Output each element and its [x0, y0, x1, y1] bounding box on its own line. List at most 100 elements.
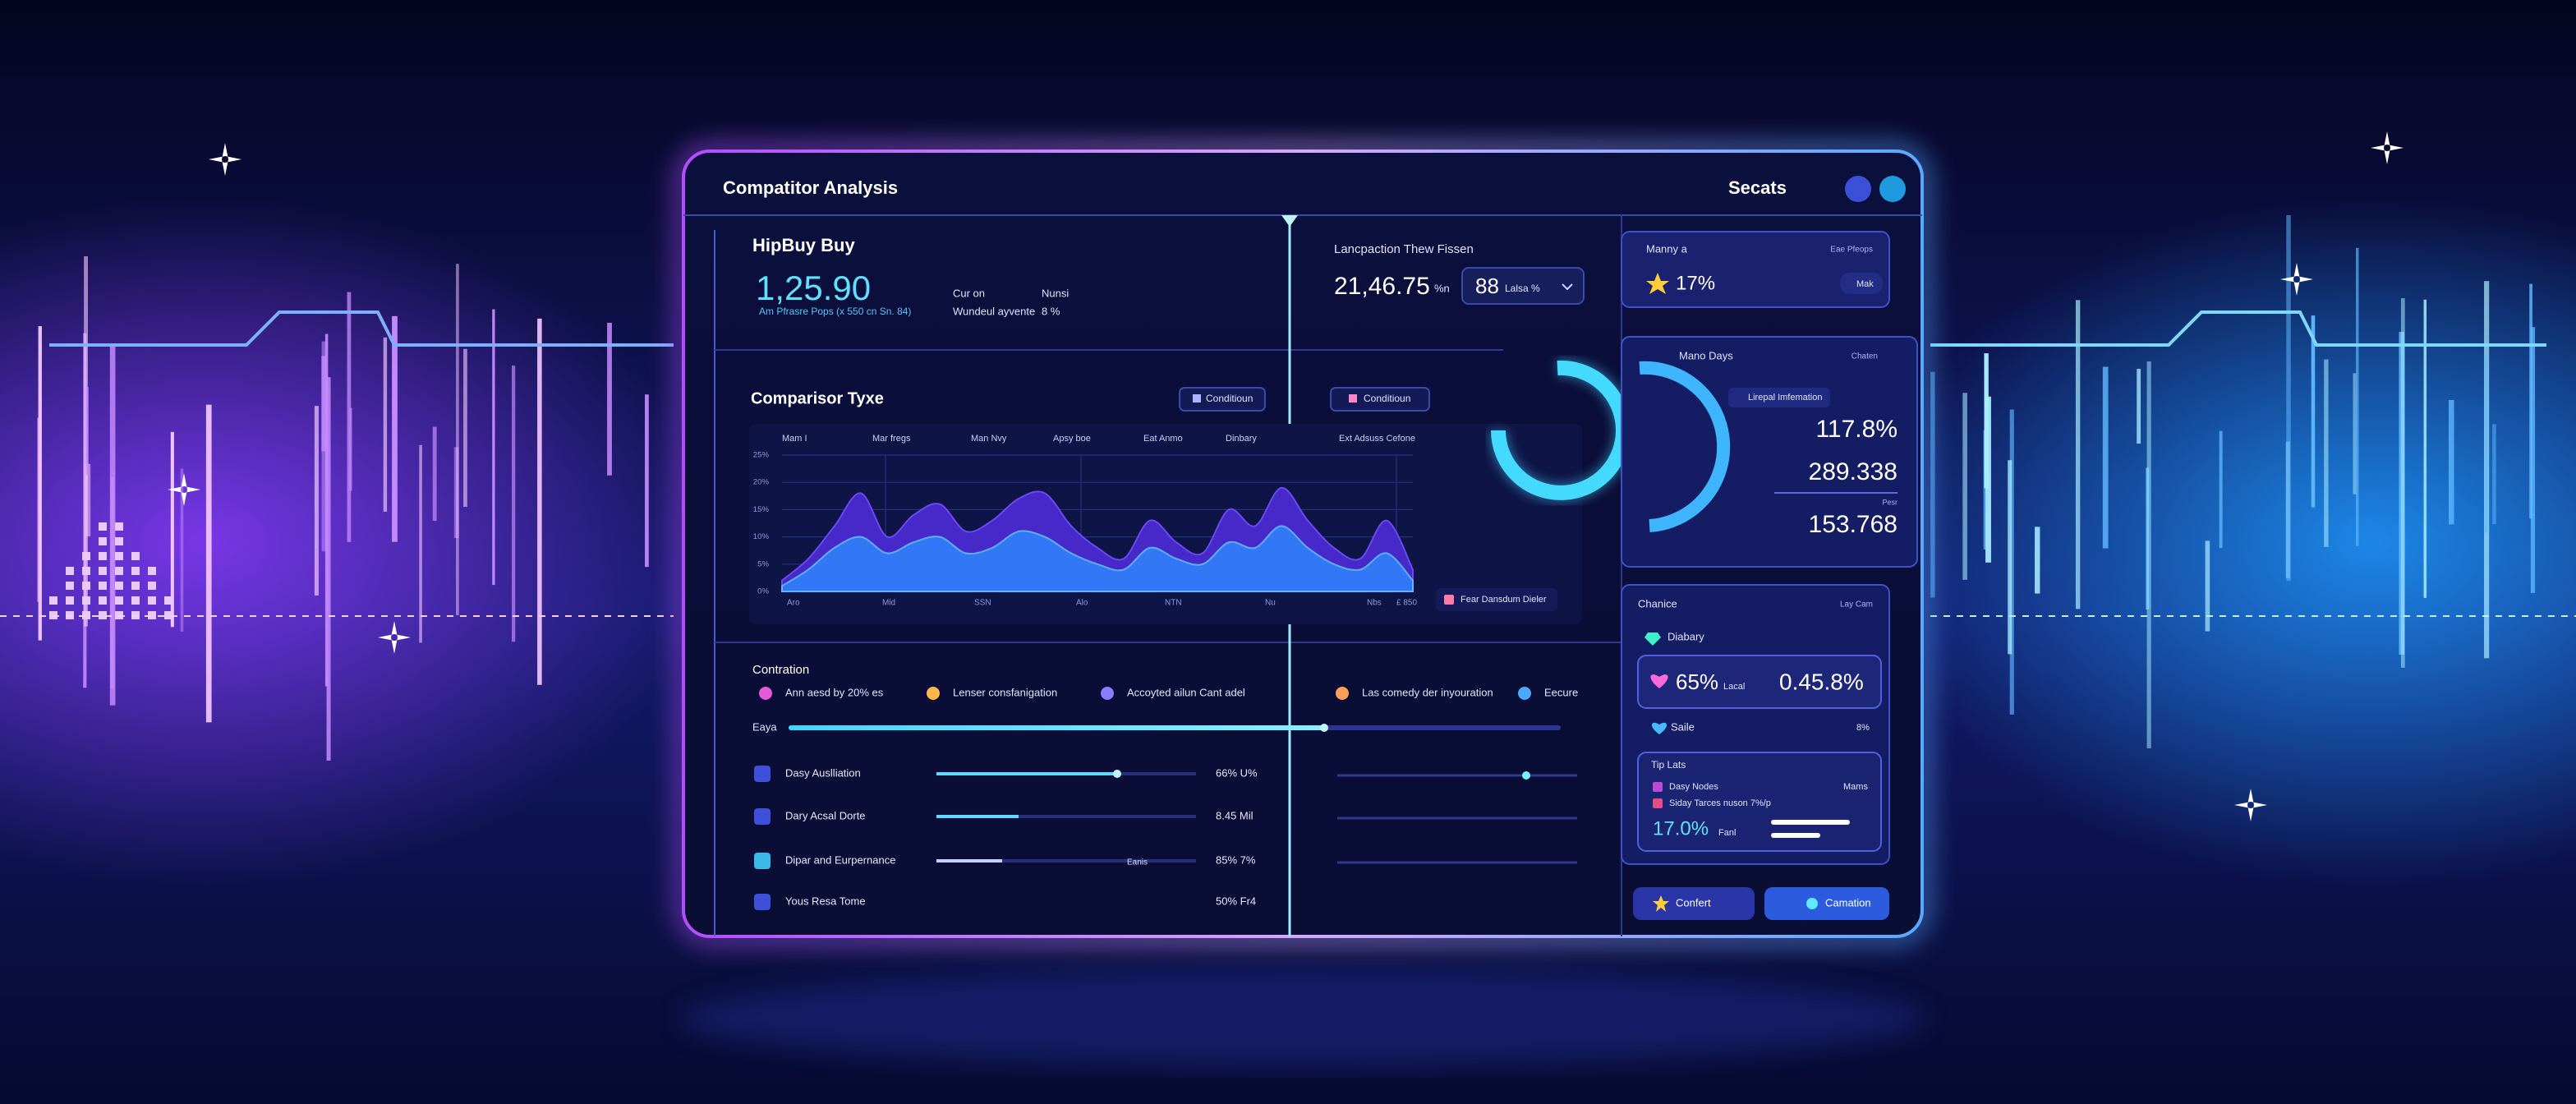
- light-dot: [131, 596, 140, 605]
- kpi-value: 17.0%: [1653, 817, 1709, 840]
- knob: [1320, 724, 1328, 732]
- light-dot: [99, 582, 107, 590]
- row-icon: [754, 853, 770, 869]
- row-fill: [936, 859, 1002, 862]
- button[interactable]: [1330, 387, 1430, 412]
- knob: [1113, 770, 1121, 778]
- light-dot: [99, 567, 107, 575]
- caption: Am Pfrasre Pops (x 550 cn Sn. 84): [759, 306, 911, 317]
- button[interactable]: [1764, 887, 1889, 920]
- light-dot: [148, 596, 156, 605]
- label: Cur on: [953, 287, 985, 299]
- button[interactable]: [1179, 387, 1266, 412]
- light-line: [326, 377, 331, 761]
- select[interactable]: [1461, 267, 1585, 305]
- light-line: [84, 256, 89, 627]
- legend-dot: [927, 687, 940, 700]
- label: Nunsi: [1042, 287, 1069, 299]
- light-dot: [131, 567, 140, 575]
- y-tick-label: 5%: [757, 559, 769, 568]
- x-tick-label: Nbs: [1367, 599, 1382, 608]
- light-dot: [148, 611, 156, 619]
- light-line: [492, 309, 495, 586]
- light-line: [1962, 393, 1967, 580]
- label: Mak: [1856, 279, 1874, 289]
- light-line: [85, 387, 89, 476]
- knob: [1522, 771, 1530, 780]
- light-line: [392, 315, 398, 542]
- row-value: 50% Fr4: [1216, 895, 1256, 907]
- row-value: 8.45 Mil: [1216, 809, 1254, 821]
- label: Dasy Nodes: [1669, 782, 1718, 792]
- user-icon[interactable]: [1845, 176, 1871, 202]
- button[interactable]: [1633, 887, 1755, 920]
- icon: [1653, 798, 1663, 808]
- light-dot: [131, 582, 140, 590]
- card: [1621, 231, 1890, 308]
- light-line: [419, 444, 422, 643]
- bar: [1771, 833, 1820, 838]
- row-track: [936, 859, 1196, 862]
- sparkle: [378, 621, 411, 654]
- row-fill: [936, 815, 1019, 818]
- kpi-value: 153.768: [1809, 511, 1898, 538]
- chip[interactable]: [1840, 273, 1883, 294]
- button-label: Confert: [1676, 896, 1711, 908]
- bar: [1771, 820, 1850, 825]
- legend-dot: [1518, 687, 1531, 700]
- light-dot: [66, 567, 74, 575]
- label: 8 %: [1042, 305, 1060, 317]
- light-line: [85, 463, 91, 537]
- kpi-value: 1,25.90: [756, 269, 871, 307]
- y-tick-label: 10%: [753, 532, 770, 541]
- light-dot: [131, 552, 140, 560]
- label: Chanice: [1638, 597, 1677, 610]
- button-label: Camation: [1825, 896, 1871, 908]
- light-line: [2219, 430, 2223, 549]
- legend-dot: [759, 687, 772, 700]
- light-dot: [82, 596, 90, 605]
- label: Apsy boe: [1053, 434, 1091, 444]
- label: Manny a: [1646, 242, 1688, 255]
- light-dot: [82, 552, 90, 560]
- label: Eanis: [1127, 858, 1148, 867]
- light-line: [314, 406, 319, 596]
- cursor-head: [1281, 215, 1298, 227]
- light-dot: [82, 611, 90, 619]
- label: Lancpaction Thew Fissen: [1334, 242, 1474, 256]
- label: Conditioun: [1206, 393, 1253, 404]
- row-label: Dipar and Eurpernance: [785, 853, 895, 866]
- light-dot: [82, 582, 90, 590]
- y-tick-label: 25%: [753, 451, 770, 460]
- sparkle: [2371, 131, 2404, 164]
- light-line: [2492, 424, 2496, 525]
- chevron: [1562, 283, 1573, 291]
- kpi-value: 117.8%: [1815, 416, 1898, 443]
- y-tick-label: 20%: [753, 478, 770, 487]
- light-line: [432, 426, 437, 522]
- tag: [1728, 388, 1830, 407]
- y-tick-label: 0%: [757, 587, 769, 596]
- label: Fear Dansdum Dieler: [1460, 595, 1547, 605]
- light-line: [463, 348, 467, 508]
- row-fill: [936, 772, 1117, 775]
- label: HipBuy Buy: [752, 235, 855, 255]
- circuit: [49, 310, 674, 347]
- kpi-value: 0.45.8%: [1779, 669, 1864, 694]
- light-dot: [148, 582, 156, 590]
- heart-icon[interactable]: [1879, 176, 1906, 202]
- light-line: [383, 337, 388, 512]
- row-label: Dary Acsal Dorte: [785, 809, 866, 821]
- light-line: [2035, 527, 2040, 594]
- light-line: [2423, 299, 2427, 598]
- legend-label: Lenser consfanigation: [953, 686, 1057, 698]
- label: 88: [1475, 274, 1499, 298]
- title: Compatitor Analysis: [723, 177, 898, 198]
- light-dot: [115, 537, 123, 545]
- row-label: Yous Resa Tome: [785, 895, 866, 907]
- light-line: [2137, 369, 2141, 444]
- light-line: [2400, 298, 2405, 668]
- legend-label: Las comedy der inyouration: [1362, 686, 1493, 698]
- light-dot: [99, 552, 107, 560]
